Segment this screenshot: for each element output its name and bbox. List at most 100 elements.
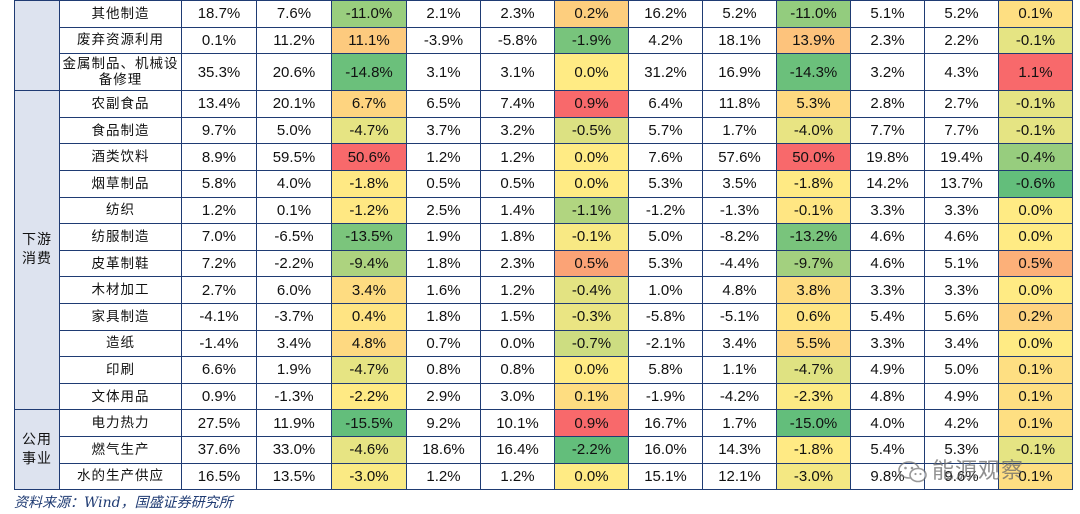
heat-cell: 0.0%	[998, 329, 1073, 358]
value-cell: 1.6%	[406, 276, 481, 304]
value-cell: 1.8%	[480, 223, 555, 251]
heat-cell: 0.5%	[554, 249, 629, 278]
table-row: 酒类饮料 8.9% 59.5% 50.6% 1.2% 1.2% 0.0% 7.6% 57.6% 5…	[15, 143, 1073, 171]
heat-cell: 0.1%	[998, 462, 1073, 491]
heat-cell: 0.6%	[776, 302, 851, 331]
value-cell: -6.5%	[256, 223, 332, 251]
heat-cell: -11.0%	[776, 0, 851, 28]
industry-name: 文体用品	[59, 382, 182, 411]
value-cell: 19.8%	[850, 143, 925, 171]
value-cell: 1.1%	[702, 356, 777, 384]
value-cell: 0.0%	[480, 329, 555, 358]
heat-cell: -4.0%	[776, 116, 851, 145]
heat-cell: 0.0%	[998, 223, 1073, 251]
value-cell: 5.7%	[628, 116, 703, 145]
heat-cell: -4.6%	[331, 435, 407, 464]
value-cell: 8.9%	[181, 143, 257, 171]
data-table: 其他制造 18.7% 7.6% -11.0% 2.1% 2.3% 0.2% 16.2% 5.2%…	[14, 0, 1073, 491]
value-cell: 5.8%	[628, 356, 703, 384]
value-cell: 2.5%	[406, 196, 481, 225]
value-cell: 1.9%	[256, 356, 332, 384]
heat-cell: -1.8%	[776, 169, 851, 198]
table-row: 金属制品、机械设备修理 35.3% 20.6% -14.8% 3.1% 3.1% 0.0% 3…	[15, 53, 1073, 92]
heat-cell: -13.5%	[331, 223, 407, 251]
value-cell: 11.2%	[256, 26, 332, 55]
value-cell: 14.2%	[850, 169, 925, 198]
value-cell: 4.2%	[924, 409, 999, 437]
table-row: 皮革制鞋 7.2% -2.2% -9.4% 1.8% 2.3% 0.5% 5.3% -4.4% -…	[15, 249, 1073, 278]
value-cell: 3.3%	[924, 276, 999, 304]
value-cell: 4.8%	[850, 382, 925, 411]
value-cell: 3.7%	[406, 116, 481, 145]
industry-name: 印刷	[59, 356, 182, 384]
value-cell: 9.7%	[181, 116, 257, 145]
value-cell: 33.0%	[256, 435, 332, 464]
value-cell: -2.1%	[628, 329, 703, 358]
value-cell: 19.4%	[924, 143, 999, 171]
value-cell: 11.9%	[256, 409, 332, 437]
heat-cell: 0.0%	[554, 169, 629, 198]
table-row: 家具制造 -4.1% -3.7% 0.4% 1.8% 1.5% -0.3% -5.8% -5.1…	[15, 302, 1073, 331]
value-cell: 3.1%	[406, 53, 481, 92]
value-cell: 6.5%	[406, 90, 481, 118]
table-row: 纺织 1.2% 0.1% -1.2% 2.5% 1.4% -1.1% -1.2% -1.3% -0…	[15, 196, 1073, 225]
heat-cell: 0.1%	[998, 0, 1073, 28]
table-row: 造纸 -1.4% 3.4% 4.8% 0.7% 0.0% -0.7% -2.1% 3.4% 5.5…	[15, 329, 1073, 358]
value-cell: 4.9%	[850, 356, 925, 384]
heat-cell: -11.0%	[331, 0, 407, 28]
value-cell: 31.2%	[628, 53, 703, 92]
heat-cell: -2.2%	[331, 382, 407, 411]
wechat-icon	[898, 461, 927, 483]
value-cell: -5.8%	[628, 302, 703, 331]
value-cell: 2.8%	[850, 90, 925, 118]
heat-cell: 0.0%	[554, 462, 629, 491]
heat-cell: 0.0%	[554, 356, 629, 384]
heat-cell: -0.5%	[554, 116, 629, 145]
value-cell: 3.3%	[924, 196, 999, 225]
heat-cell: 5.3%	[776, 90, 851, 118]
value-cell: 0.1%	[256, 196, 332, 225]
value-cell: -1.3%	[256, 382, 332, 411]
value-cell: 5.2%	[924, 0, 999, 28]
value-cell: 3.3%	[850, 196, 925, 225]
value-cell: 59.5%	[256, 143, 332, 171]
heat-cell: -1.1%	[554, 196, 629, 225]
heat-cell: -4.7%	[776, 356, 851, 384]
value-cell: 1.2%	[480, 276, 555, 304]
value-cell: 13.7%	[924, 169, 999, 198]
value-cell: 5.8%	[181, 169, 257, 198]
value-cell: 7.0%	[181, 223, 257, 251]
value-cell: 5.6%	[924, 302, 999, 331]
value-cell: 5.1%	[850, 0, 925, 28]
value-cell: 11.8%	[702, 90, 777, 118]
heat-cell: -0.4%	[998, 143, 1073, 171]
value-cell: 1.8%	[406, 302, 481, 331]
value-cell: 16.0%	[628, 435, 703, 464]
value-cell: 1.2%	[480, 462, 555, 491]
value-cell: 14.3%	[702, 435, 777, 464]
value-cell: 7.2%	[181, 249, 257, 278]
table-row: 下游消费 农副食品 13.4% 20.1% 6.7% 6.5% 7.4% 0.9% 6.4% 11…	[14, 90, 1073, 411]
value-cell: 16.7%	[628, 409, 703, 437]
value-cell: 0.7%	[406, 329, 481, 358]
heat-cell: 0.1%	[998, 382, 1073, 411]
value-cell: 9.2%	[406, 409, 481, 437]
value-cell: 3.2%	[480, 116, 555, 145]
value-cell: 0.5%	[406, 169, 481, 198]
heat-cell: 0.0%	[554, 53, 629, 92]
value-cell: 27.5%	[181, 409, 257, 437]
value-cell: 2.9%	[406, 382, 481, 411]
value-cell: 4.8%	[702, 276, 777, 304]
value-cell: 1.7%	[702, 409, 777, 437]
heat-cell: 11.1%	[331, 26, 407, 55]
industry-name: 纺服制造	[59, 223, 182, 251]
heat-cell: -0.1%	[998, 26, 1073, 55]
value-cell: -8.2%	[702, 223, 777, 251]
value-cell: -4.4%	[702, 249, 777, 278]
heat-cell: -1.9%	[554, 26, 629, 55]
table-row: 水的生产供应 16.5% 13.5% -3.0% 1.2% 1.2% 0.0% 15.1% 12…	[15, 462, 1073, 491]
value-cell: 1.5%	[480, 302, 555, 331]
value-cell: 37.6%	[181, 435, 257, 464]
value-cell: 3.3%	[850, 329, 925, 358]
value-cell: 7.7%	[850, 116, 925, 145]
